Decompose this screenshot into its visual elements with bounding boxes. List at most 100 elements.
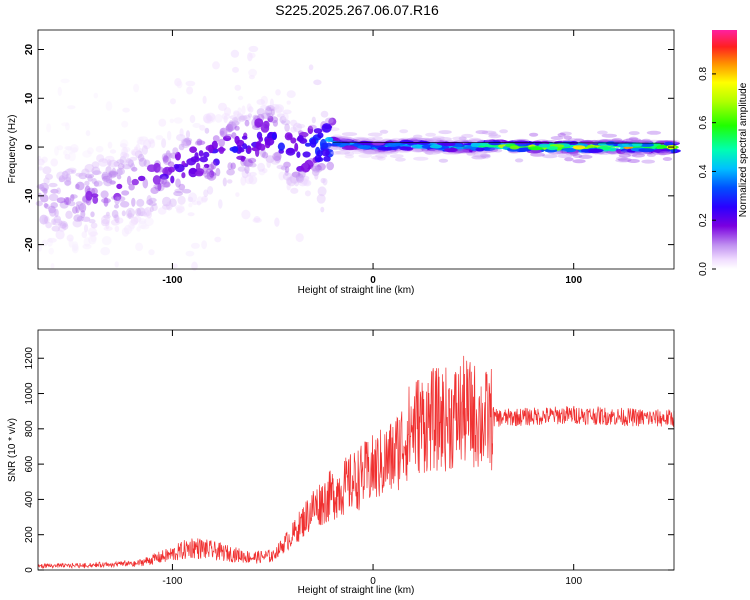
spectrogram-cell [308, 124, 317, 130]
spectrogram-cell [121, 190, 130, 196]
spectrogram-cell [641, 159, 655, 164]
spectrogram-cell [237, 146, 243, 152]
spectrogram-cell [267, 115, 274, 123]
spectrogram-cell [158, 118, 167, 127]
spectrogram-cell [240, 176, 247, 186]
spectrogram-cell [613, 139, 626, 144]
spectrogram-cell [167, 161, 175, 167]
spectrogram-cell [156, 166, 164, 173]
spectrogram-cell [243, 114, 251, 122]
spectrogram-cell [240, 156, 245, 162]
spectrogram-cell [399, 146, 413, 151]
spectrogram-cell [121, 227, 129, 237]
spectrogram-cell [141, 145, 148, 155]
spectrogram-cell [78, 172, 88, 180]
y-tick-label: 400 [24, 491, 35, 508]
spectrogram-cell [254, 118, 264, 128]
spectrogram-cell [63, 197, 70, 205]
spectrogram-cell [135, 242, 144, 252]
spectrogram-cell [83, 237, 91, 247]
spectrogram-cell [140, 140, 148, 146]
spectrogram-cell [174, 78, 182, 87]
spectrogram-cell [130, 163, 136, 171]
spectrogram-cell [241, 135, 248, 140]
spectrogram-cell [471, 155, 487, 160]
spectrogram-cell [364, 149, 379, 154]
spectrogram-cell [303, 175, 310, 181]
spectrogram-cell [72, 206, 78, 214]
spectrogram-cell [468, 137, 482, 142]
spectrogram-cell [105, 221, 110, 230]
spectrogram-cell [138, 148, 143, 153]
spectrogram-cell [180, 138, 191, 149]
spectrogram-cell [183, 137, 193, 143]
spectrogram-cell [252, 114, 258, 120]
spectrogram-cell [90, 222, 98, 229]
spectrogram-cell [244, 174, 254, 185]
spectrogram-cell [131, 178, 139, 186]
spectrogram-cell [488, 134, 502, 139]
spectrogram-cell [663, 141, 674, 146]
spectrogram-cell [223, 115, 228, 123]
spectrogram-cell [148, 197, 157, 203]
spectrogram-cell [616, 156, 628, 161]
spectrogram-cell [142, 139, 152, 150]
spectrogram-cell [195, 162, 201, 172]
spectrogram-cell [317, 163, 326, 171]
spectrogram-cell [425, 132, 436, 137]
spectrogram-cell [146, 164, 157, 172]
spectrogram-cell [135, 208, 142, 217]
spectrogram-cell [352, 150, 363, 155]
spectrogram-cell [257, 162, 265, 172]
spectrogram-cell [214, 236, 222, 243]
y-tick-label: -20 [24, 237, 35, 252]
spectrogram-cell [479, 153, 491, 158]
spectrogram-cell [126, 175, 132, 186]
spectrogram-cell [488, 132, 498, 137]
spectrogram-cell [116, 168, 123, 176]
spectrogram-cell [56, 171, 66, 181]
spectrogram-cell [114, 225, 120, 233]
spectrogram-cell [325, 117, 334, 124]
spectrogram-cell [200, 197, 208, 203]
spectrogram-cell [146, 199, 154, 206]
colorbar-tick-label: 0.8 [698, 67, 709, 81]
spectrogram-cell [659, 150, 672, 155]
spectrogram-cell [202, 95, 207, 104]
spectrogram-cell [113, 214, 119, 222]
spectrogram-cell [237, 107, 242, 115]
spectrogram-cell [75, 204, 80, 214]
spectrogram-cell [101, 236, 112, 246]
spectrogram-cell [43, 177, 50, 185]
spectrogram-cell [294, 180, 299, 187]
spectrogram-cell [91, 178, 97, 184]
spectrogram-cell [338, 138, 353, 143]
spectrogram-cell [271, 103, 280, 110]
y-tick-label: 800 [24, 420, 35, 437]
spectrogram-cell [199, 124, 206, 131]
spectrogram-cell [72, 219, 83, 228]
spectrogram-cell [206, 171, 217, 181]
spectrogram-cell [290, 137, 297, 144]
spectrogram-cell [173, 117, 183, 124]
spectrogram-cell [81, 168, 90, 177]
spectrogram-cell [101, 171, 109, 180]
spectrogram-cell [249, 162, 257, 168]
spectrogram-cell [295, 175, 304, 183]
spectrogram-cell [230, 162, 236, 170]
spectrogram-cell [226, 168, 235, 176]
spectrogram-cell [42, 166, 52, 175]
spectrogram-cell [437, 137, 452, 141]
spectrogram-cell [68, 151, 76, 162]
spectrogram-cell [461, 133, 474, 138]
spectrogram-cell [174, 204, 185, 211]
spectrogram-cell [289, 174, 300, 184]
spectrogram-cell [248, 45, 259, 53]
colorbar-tick-label: 0.6 [698, 115, 709, 129]
spectrogram-cell [196, 138, 203, 146]
spectrogram-cell [114, 196, 120, 205]
spectrogram-cell [137, 139, 146, 145]
spectrogram-cell [321, 123, 332, 133]
spectrogram-cell [244, 164, 250, 174]
spectrogram-cell [65, 197, 72, 206]
